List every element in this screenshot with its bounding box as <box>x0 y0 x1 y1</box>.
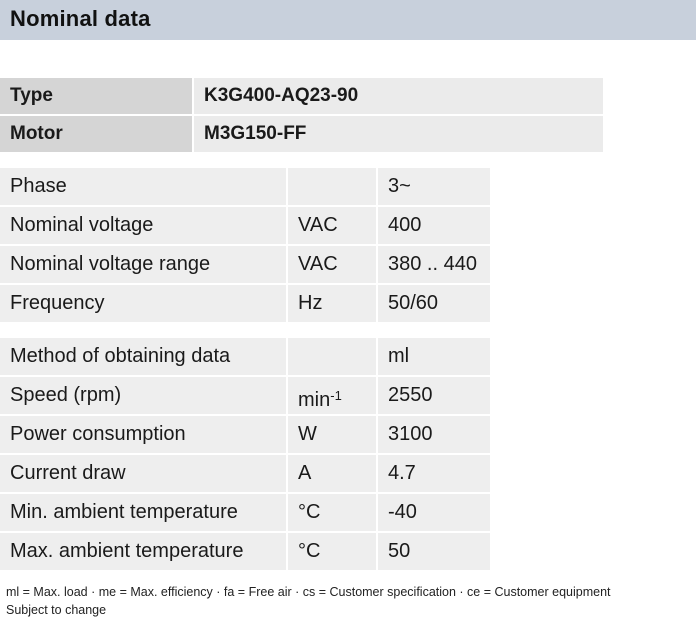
param-unit: min-1 <box>288 377 376 414</box>
footnote-legend: ml = Max. load · me = Max. efficiency · … <box>6 585 611 599</box>
table-row: Current draw A 4.7 <box>0 455 490 492</box>
table-row: Nominal voltage range VAC 380 .. 440 <box>0 246 490 283</box>
param-name: Current draw <box>0 455 286 492</box>
footnote-disclaimer: Subject to change <box>6 603 107 617</box>
table-row: Power consumption W 3100 <box>0 416 490 453</box>
motor-value: M3G150-FF <box>194 116 603 152</box>
table-row: Min. ambient temperature °C -40 <box>0 494 490 531</box>
unit-base: min <box>298 389 331 411</box>
operating-table: Method of obtaining data ml Speed (rpm) … <box>0 338 490 572</box>
param-value: 4.7 <box>378 455 490 492</box>
section-header: Nominal data <box>0 0 696 40</box>
param-unit: °C <box>288 533 376 570</box>
table-row: Frequency Hz 50/60 <box>0 285 490 322</box>
param-value: 400 <box>378 207 490 244</box>
type-value: K3G400-AQ23-90 <box>194 78 603 114</box>
electrical-table: Phase 3~ Nominal voltage VAC 400 Nominal… <box>0 168 490 324</box>
param-unit <box>288 168 376 205</box>
identification-table: Type K3G400-AQ23-90 Motor M3G150-FF <box>0 78 603 154</box>
param-name: Method of obtaining data <box>0 338 286 375</box>
table-row: Method of obtaining data ml <box>0 338 490 375</box>
section-title: Nominal data <box>10 6 151 31</box>
table-row: Type K3G400-AQ23-90 <box>0 78 603 114</box>
motor-label: Motor <box>0 116 192 152</box>
param-name: Nominal voltage <box>0 207 286 244</box>
param-value: 3~ <box>378 168 490 205</box>
param-value: ml <box>378 338 490 375</box>
param-unit: VAC <box>288 246 376 283</box>
table-row: Speed (rpm) min-1 2550 <box>0 377 490 414</box>
param-value: -40 <box>378 494 490 531</box>
param-name: Frequency <box>0 285 286 322</box>
param-value: 50 <box>378 533 490 570</box>
param-value: 2550 <box>378 377 490 414</box>
param-name: Speed (rpm) <box>0 377 286 414</box>
param-value: 380 .. 440 <box>378 246 490 283</box>
param-unit: °C <box>288 494 376 531</box>
param-unit <box>288 338 376 375</box>
param-unit: Hz <box>288 285 376 322</box>
param-unit: VAC <box>288 207 376 244</box>
param-name: Phase <box>0 168 286 205</box>
table-row: Motor M3G150-FF <box>0 116 603 152</box>
param-unit: A <box>288 455 376 492</box>
type-label: Type <box>0 78 192 114</box>
unit-exponent: -1 <box>330 388 342 403</box>
param-name: Min. ambient temperature <box>0 494 286 531</box>
param-name: Nominal voltage range <box>0 246 286 283</box>
param-value: 3100 <box>378 416 490 453</box>
table-row: Max. ambient temperature °C 50 <box>0 533 490 570</box>
table-row: Phase 3~ <box>0 168 490 205</box>
param-unit: W <box>288 416 376 453</box>
param-value: 50/60 <box>378 285 490 322</box>
param-name: Max. ambient temperature <box>0 533 286 570</box>
footnote: ml = Max. load · me = Max. efficiency · … <box>6 583 611 619</box>
param-name: Power consumption <box>0 416 286 453</box>
table-row: Nominal voltage VAC 400 <box>0 207 490 244</box>
